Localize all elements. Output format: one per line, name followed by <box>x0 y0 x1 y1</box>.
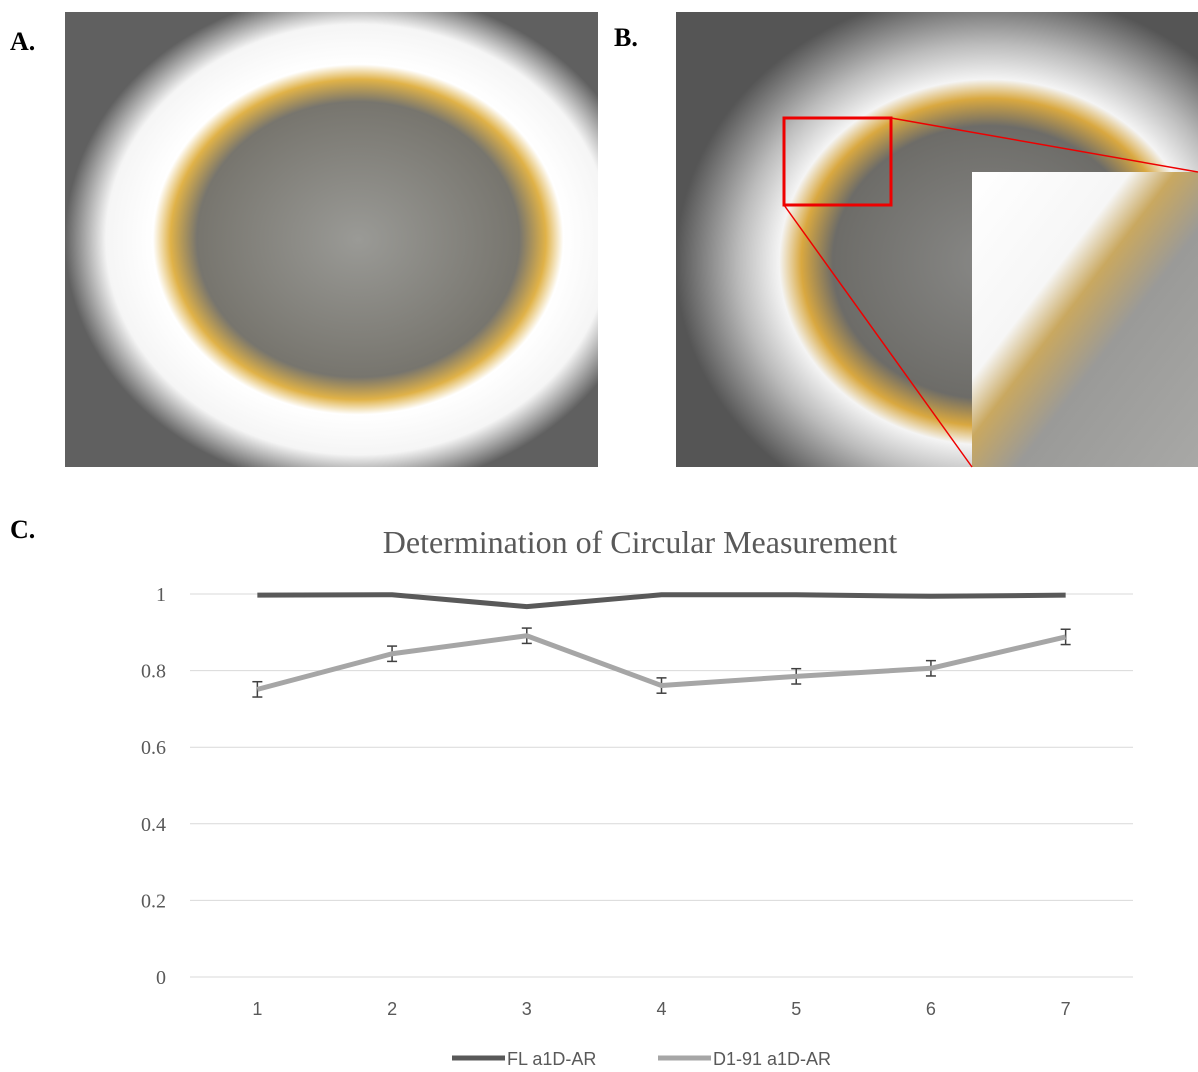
y-tick-label: 0.2 <box>141 890 166 912</box>
panel-label: B. <box>614 23 638 52</box>
inset <box>972 172 1198 467</box>
x-tick-label: 3 <box>522 999 532 1019</box>
x-tick-label: 6 <box>926 999 936 1019</box>
legend-label: FL a1D-AR <box>507 1049 596 1069</box>
x-tick-label: 2 <box>387 999 397 1019</box>
zoom-line <box>783 204 973 468</box>
y-tick-label: 0 <box>156 967 166 989</box>
panel-label: C. <box>10 515 35 544</box>
x-tick-label: 4 <box>656 999 666 1019</box>
x-tick-label: 7 <box>1061 999 1071 1019</box>
zoom-box <box>782 116 893 207</box>
legend-label: D1-91 a1D-AR <box>713 1049 831 1069</box>
y-tick-label: 0.4 <box>141 814 166 836</box>
y-tick-label: 1 <box>156 584 166 606</box>
y-tick-label: 0.8 <box>141 661 166 683</box>
x-tick-label: 1 <box>252 999 262 1019</box>
x-tick-label: 5 <box>791 999 801 1019</box>
series-line <box>256 633 1067 692</box>
micrograph-a <box>65 12 598 467</box>
series-line <box>257 592 1066 610</box>
zoom-line <box>890 117 1198 173</box>
chart-title: Determination of Circular Measurement <box>383 524 898 560</box>
panel-label: A. <box>10 27 35 56</box>
y-tick-label: 0.6 <box>141 737 166 759</box>
